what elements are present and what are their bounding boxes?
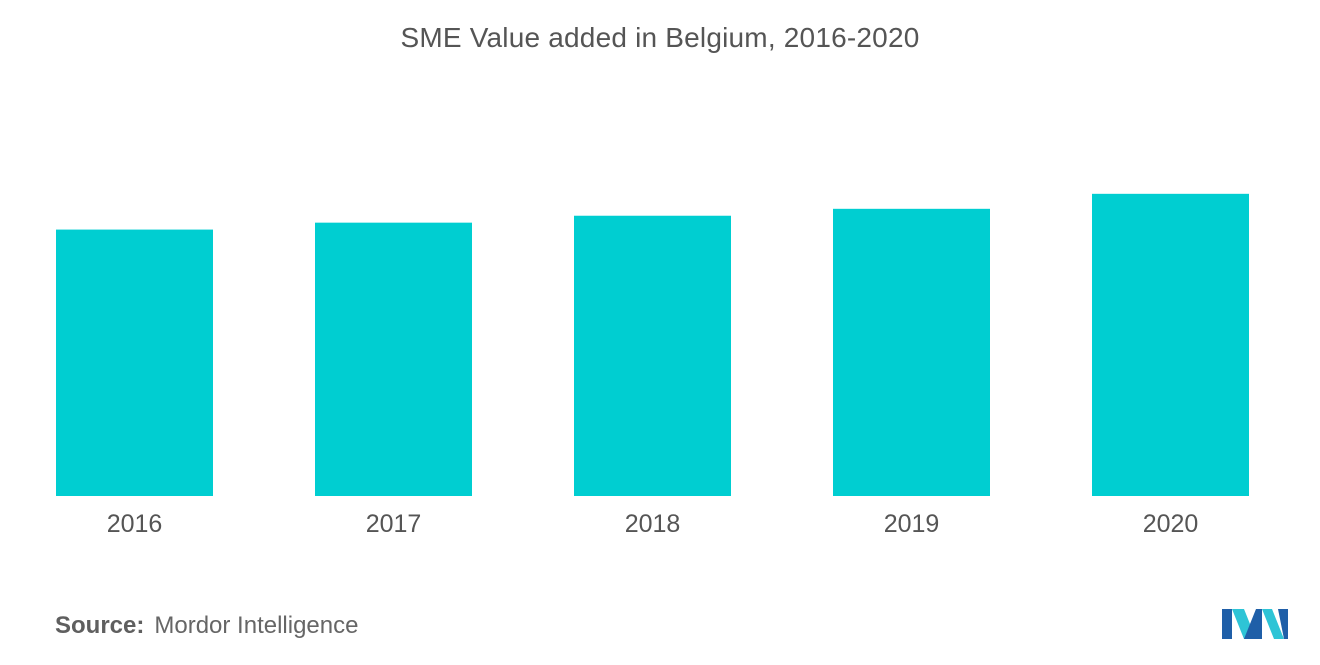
source-label: Source:: [55, 612, 145, 639]
source-note: Source: Mordor Intelligence: [55, 612, 358, 640]
chart-title: SME Value added in Belgium, 2016-2020: [400, 22, 920, 53]
bar-2017: [315, 222, 472, 496]
x-tick-label-2016: 2016: [107, 510, 163, 538]
x-tick-label-2018: 2018: [625, 510, 681, 538]
bar-2020: [1092, 193, 1249, 496]
x-tick-label-2017: 2017: [366, 510, 422, 538]
mordor-intelligence-logo-icon: [1222, 603, 1290, 644]
bar-2019: [833, 208, 990, 496]
x-tick-label-2020: 2020: [1143, 510, 1199, 538]
source-text: Mordor Intelligence: [154, 612, 359, 639]
bar-chart: 2016 2017 2018 2019 2020: [56, 193, 1249, 538]
bar-2018: [574, 215, 731, 497]
x-tick-label-2019: 2019: [884, 510, 940, 538]
bar-2016: [56, 229, 213, 496]
